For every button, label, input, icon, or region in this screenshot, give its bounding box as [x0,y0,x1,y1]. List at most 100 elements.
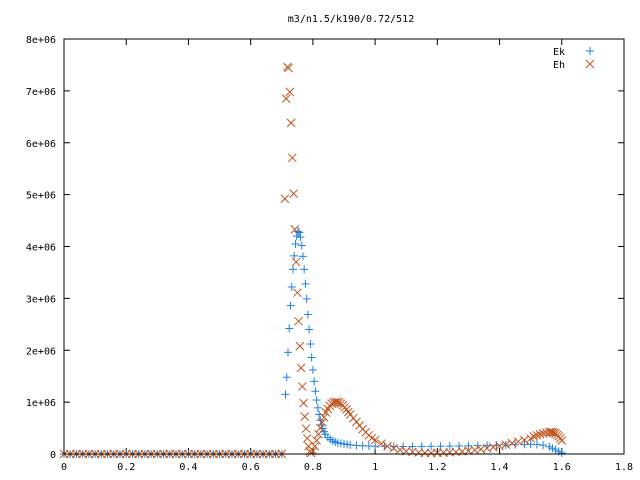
data-point-ek [287,282,296,291]
data-point-eh [294,316,303,326]
data-point-eh [344,407,353,417]
x-tick-label: 0.8 [304,462,322,473]
data-point-eh [312,436,321,445]
data-point-ek [293,227,302,236]
data-point-ek [557,448,566,457]
data-point-eh [286,118,296,128]
y-tick-label: 1e+06 [26,398,56,409]
x-tick-label: 1 [372,462,378,473]
data-point-ek [297,241,306,250]
data-point-eh [426,448,436,458]
x-tick-label: 0 [61,462,67,473]
data-point-eh [284,63,293,73]
x-tick-label: 1.4 [491,462,509,473]
data-point-ek [298,252,307,261]
data-point-eh [310,441,320,451]
data-point-eh [289,189,298,198]
data-point-ek [346,440,355,449]
data-point-eh [300,412,310,422]
data-point-eh [292,288,302,298]
data-point-ek [301,279,310,288]
data-point-eh [285,87,295,97]
data-point-ek [306,340,315,349]
data-point-eh [290,225,300,234]
data-point-ek [302,294,311,303]
data-point-ek [282,373,291,382]
data-point-ek [295,228,304,237]
legend-marker-eh [585,59,595,69]
data-point-ek [281,390,290,399]
data-point-ek [286,301,295,310]
data-point-ek [305,325,314,334]
data-point-eh [383,441,392,451]
data-point-ek [312,396,321,405]
data-point-eh [314,429,323,439]
data-point-eh [301,424,311,433]
data-point-ek [290,251,299,260]
y-tick-label: 0 [50,450,56,461]
data-point-ek [291,239,300,248]
data-point-eh [532,430,542,440]
data-point-ek [311,387,320,396]
y-axis: 0 1e+06 2e+06 3e+06 4e+06 5e+06 6e+06 7e+06 8e+0… [26,35,624,461]
data-point-ek [310,377,319,386]
y-tick-label: 2e+06 [26,346,56,357]
data-point-ek [427,442,436,451]
x-tick-label: 1.2 [428,462,446,473]
data-point-eh [548,427,557,437]
legend-marker-ek [586,47,594,55]
data-point-ek [408,442,417,451]
data-point-ek [300,265,309,274]
y-tick-label: 3e+06 [26,294,56,305]
x-tick-label: 0.2 [117,462,135,473]
legend-label: Eh [553,60,565,71]
y-tick-label: 5e+06 [26,191,56,202]
data-point-eh [420,448,430,458]
data-point-eh [334,398,344,407]
data-point-eh [342,405,351,414]
data-point-ek [313,403,322,412]
data-point-ek [532,440,541,449]
data-point-ek [371,442,380,451]
data-point-eh [299,398,308,408]
data-point-eh [302,434,312,443]
data-point-eh [557,436,567,445]
plot-area [59,62,567,459]
x-tick-label: 1.6 [553,462,571,473]
data-point-eh [376,439,386,448]
data-point-ek [296,233,305,242]
data-point-ek [284,348,292,357]
y-tick-label: 6e+06 [26,139,56,150]
data-point-eh [529,432,539,441]
data-point-eh [317,418,327,427]
data-point-eh [297,382,307,391]
data-point-ek [445,442,454,451]
data-point-ek [308,365,317,374]
x-axis: 0 0.2 0.4 0.6 0.8 1 1.2 1.4 1.6 1.8 [61,39,633,473]
plot-frame [63,38,625,455]
series-ek [60,227,566,458]
data-point-eh [546,427,556,437]
data-point-eh [295,341,305,351]
legend-label: Ek [553,47,565,58]
x-tick-label: 0.4 [179,462,197,473]
data-point-eh [316,423,325,433]
data-point-eh [291,257,301,267]
data-point-eh [281,94,291,104]
data-point-ek [288,265,297,274]
data-point-ek [303,310,312,319]
data-point-ek [285,324,294,333]
data-point-ek [307,353,316,362]
x-tick-label: 0.6 [242,462,260,473]
data-point-eh [330,397,340,407]
x-tick-label: 1.8 [615,462,633,473]
data-point-eh [296,363,306,373]
legend: Ek Eh [553,47,595,71]
y-tick-label: 8e+06 [26,35,56,46]
y-tick-label: 7e+06 [26,87,56,98]
data-point-eh [319,412,329,422]
data-point-eh [288,153,297,163]
y-tick-label: 4e+06 [26,243,56,254]
series-eh [59,62,567,459]
